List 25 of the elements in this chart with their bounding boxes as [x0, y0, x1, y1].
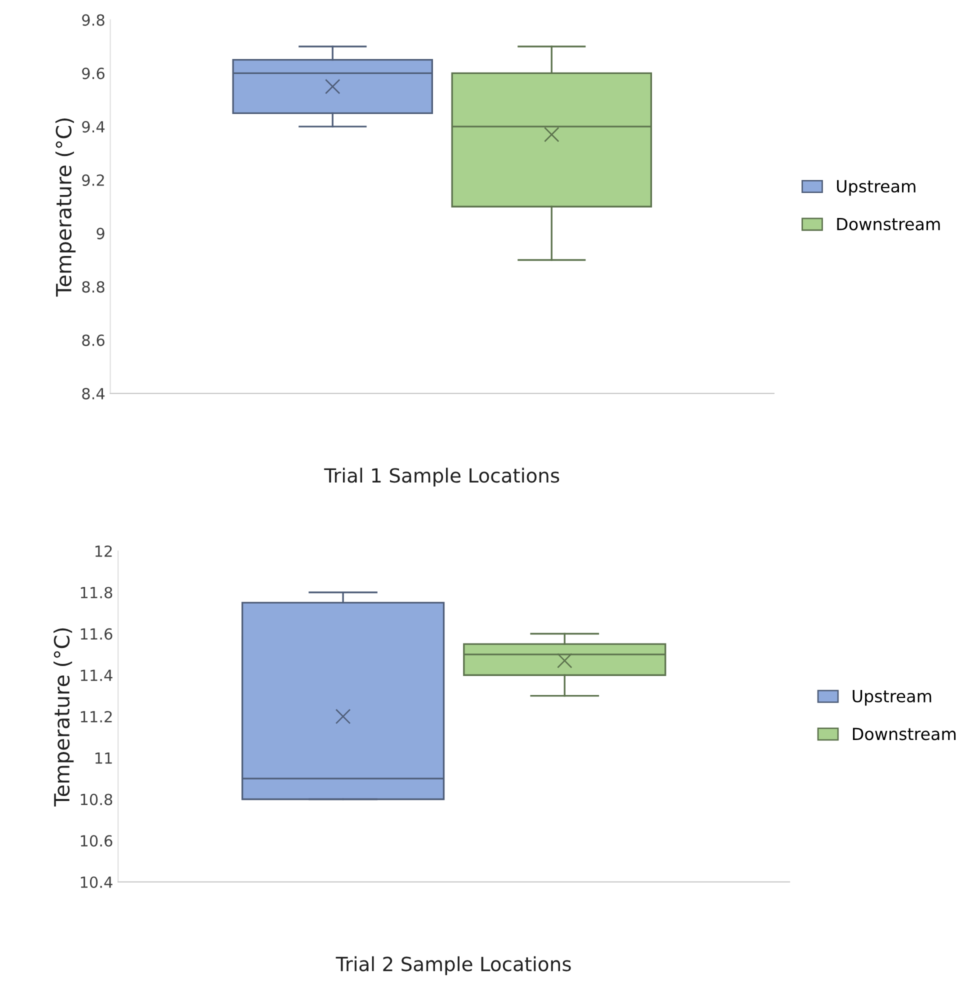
y-axis-title: Temperature (°C) — [54, 628, 74, 806]
legend-label: Upstream — [837, 180, 916, 196]
legend-label: Upstream — [852, 690, 932, 706]
x-axis-title: Trial 2 Sample Locations — [336, 956, 571, 976]
y-tick-label: 9.8 — [82, 14, 104, 26]
y-tick-label: 11.2 — [80, 710, 112, 722]
y-tick-label: 11.8 — [80, 586, 112, 598]
y-tick-label: 11 — [95, 752, 112, 764]
y-tick-label: 10.6 — [80, 835, 112, 847]
y-tick-label: 8.6 — [82, 334, 104, 346]
y-tick-label: 9.4 — [82, 121, 105, 133]
y-tick-label: 9 — [96, 228, 104, 240]
y-tick-label: 10.4 — [80, 876, 112, 888]
y-tick-label: 10.8 — [80, 794, 112, 806]
y-tick-label: 11.4 — [80, 670, 112, 681]
y-tick-label: 11.6 — [80, 628, 112, 640]
y-tick-label: 8.4 — [82, 388, 105, 400]
x-axis-title: Trial 1 Sample Locations — [324, 468, 560, 487]
y-axis-title: Temperature (°C) — [55, 118, 76, 297]
legend-label: Downstream — [852, 728, 956, 740]
y-tick-label: 9.2 — [82, 174, 104, 186]
y-tick-label: 8.8 — [82, 281, 104, 293]
y-tick-label: 9.6 — [82, 68, 104, 80]
legend-label: Downstream — [837, 218, 940, 230]
y-tick-label: 12 — [95, 545, 112, 557]
